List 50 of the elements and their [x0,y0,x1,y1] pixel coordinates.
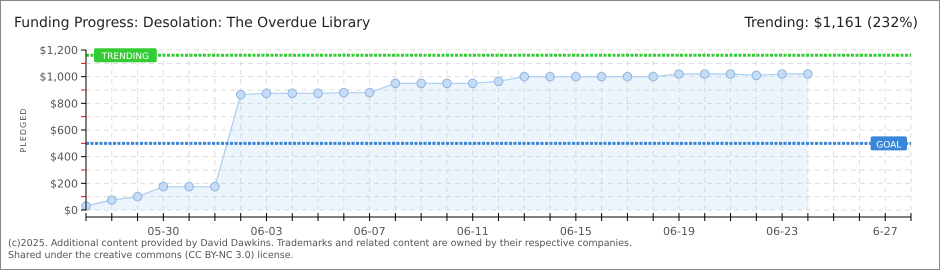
point [596,72,606,82]
x-tick-label: 6-27 [872,225,898,238]
y-axis-title: PLEDGED [19,108,28,152]
point [622,72,632,82]
point [287,88,298,98]
point [545,72,555,82]
point [777,69,787,79]
point [519,72,530,82]
point [494,76,504,86]
point [726,69,736,79]
ref-line-label: TRENDING [100,52,150,62]
x-tick-label: 06-19 [662,225,695,238]
x-tick-label: 06-11 [456,225,489,238]
x-tick-label: 06-03 [250,225,282,238]
text: Shared under the creative commons (CC BY-NC 3.0) license. [8,250,294,261]
point [416,78,426,88]
point [700,69,710,79]
point [339,88,349,98]
point [648,72,658,82]
point [158,182,168,192]
point [313,88,323,98]
y-tick-label: $200 [50,177,78,190]
x-tick-label: 06-23 [766,225,798,238]
point [442,78,452,88]
point [752,70,762,80]
point [262,88,272,98]
x-tick-label: 05-30 [147,225,180,238]
point [674,69,684,79]
text: Trending: $1,161 (232%) [743,15,918,31]
point [571,72,581,82]
point [210,182,220,192]
point [468,78,478,88]
y-tick-label: $1,000 [40,70,78,84]
point [364,88,374,98]
point [803,69,813,79]
chart-title: Funding Progress: Desolation: The Overdue Library [14,15,370,31]
y-tick-label: $0 [64,204,78,217]
point [236,90,246,100]
y-tick-label: $1,200 [40,44,78,57]
text: (c)2025. Additional content provided by David Dawkins. Trademarks and related content are owned by their respective companies. [8,238,632,249]
point [106,195,117,205]
point [390,78,400,88]
y-tick-label: $400 [50,150,78,164]
y-tick-label: $800 [50,97,78,110]
x-tick-label: 06-07 [354,225,386,238]
point [132,192,142,202]
y-tick-label: $600 [50,124,78,137]
point [184,182,194,192]
ref-line-label: GOAL [876,140,902,150]
x-tick-label: 06-15 [560,225,592,238]
